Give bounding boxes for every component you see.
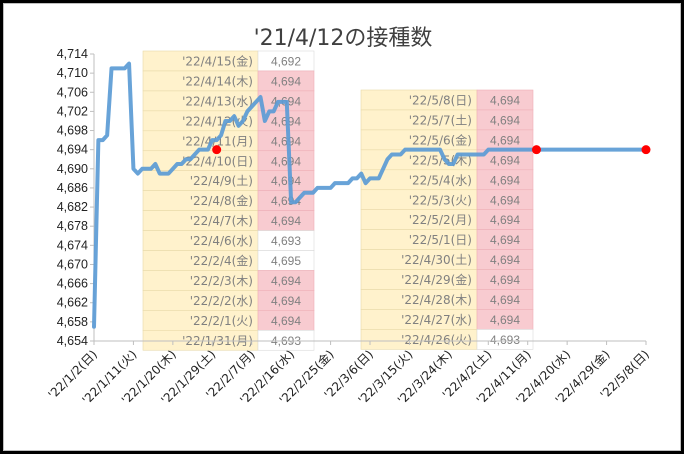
y-tick-label: 4,686 bbox=[57, 181, 88, 195]
table-value-label: 4,694 bbox=[490, 213, 520, 227]
data-point-marker bbox=[641, 145, 651, 155]
y-tick-label: 4,694 bbox=[57, 143, 88, 157]
table-date-label: '22/4/15(金) bbox=[182, 54, 253, 69]
table-date-label: '22/2/1(火) bbox=[190, 314, 253, 328]
table-value-label: 4,694 bbox=[271, 74, 301, 88]
y-tick-label: 4,706 bbox=[57, 85, 88, 99]
table-date-label: '22/4/6(水) bbox=[190, 234, 253, 248]
data-point-marker bbox=[531, 145, 541, 155]
table-value-label: 4,693 bbox=[271, 234, 301, 248]
series-layer bbox=[92, 61, 651, 329]
axes: 4,654 4,658 4,662 4,666 4,670 4,674 4,678 4,682… bbox=[45, 47, 652, 407]
table-date-label: '22/5/1(日) bbox=[409, 233, 472, 247]
table-value-label: 4,693 bbox=[490, 333, 520, 347]
table-value-label: 4,694 bbox=[490, 273, 520, 287]
table-date-label: '22/5/8(日) bbox=[409, 94, 472, 108]
table-date-label: '22/5/6(金) bbox=[409, 132, 472, 147]
table-value-label: 4,694 bbox=[271, 294, 301, 308]
table-date-label: '22/4/8(金) bbox=[190, 193, 253, 208]
table-value-label: 4,694 bbox=[490, 313, 520, 327]
y-tick-label: 4,670 bbox=[57, 257, 88, 271]
table-value-label: 4,694 bbox=[490, 94, 520, 108]
overlay-tables: '22/4/15(金) 4,692 '22/4/14(木) 4,694 '22/4/13… bbox=[142, 50, 534, 351]
y-tick-label: 4,678 bbox=[57, 219, 88, 233]
table-value-label: 4,694 bbox=[271, 274, 301, 288]
table-value-label: 4,694 bbox=[490, 113, 520, 127]
y-tick-label: 4,666 bbox=[57, 277, 88, 291]
table-value-label: 4,694 bbox=[490, 193, 520, 207]
table-date-label: '22/4/10(日) bbox=[182, 154, 253, 168]
table-date-label: '22/5/2(月) bbox=[409, 213, 472, 227]
y-tick-label: 4,710 bbox=[57, 66, 88, 80]
y-tick-label: 4,662 bbox=[57, 296, 88, 310]
table-date-label: '22/4/29(金) bbox=[401, 272, 472, 287]
table-date-label: '22/4/14(木) bbox=[182, 74, 253, 88]
table-date-label: '22/4/7(木) bbox=[190, 214, 253, 228]
table-date-label: '22/4/28(木) bbox=[401, 293, 472, 307]
table-value-label: 4,694 bbox=[490, 173, 520, 187]
table-date-label: '22/4/13(水) bbox=[182, 94, 253, 108]
table-value-label: 4,694 bbox=[490, 153, 520, 167]
y-tick-label: 4,658 bbox=[57, 315, 88, 329]
table-date-label: '22/4/27(水) bbox=[401, 313, 472, 327]
table-value-label: 4,694 bbox=[271, 194, 301, 208]
table-date-label: '22/5/7(土) bbox=[409, 113, 472, 127]
overlay-table-1: '22/4/15(金) 4,692 '22/4/14(木) 4,694 '22/4/13… bbox=[142, 50, 315, 351]
table-value-label: 4,694 bbox=[490, 233, 520, 247]
y-tick-label: 4,714 bbox=[57, 47, 88, 61]
y-tick-label: 4,674 bbox=[57, 238, 88, 252]
table-value-label: 4,694 bbox=[490, 293, 520, 307]
table-value-cell bbox=[257, 329, 315, 351]
table-value-label: 4,694 bbox=[271, 174, 301, 188]
y-tick-label: 4,654 bbox=[57, 334, 88, 348]
table-value-label: 4,694 bbox=[271, 314, 301, 328]
table-date-label: '22/5/4(水) bbox=[409, 173, 472, 187]
table-value-label: 4,694 bbox=[271, 214, 301, 228]
table-value-cell bbox=[476, 329, 534, 350]
table-date-label: '22/2/4(金) bbox=[190, 253, 253, 268]
table-value-label: 4,694 bbox=[271, 134, 301, 148]
table-date-label: '22/4/30(土) bbox=[401, 253, 472, 267]
series-line-1 bbox=[92, 61, 648, 329]
y-tick-label: 4,682 bbox=[57, 200, 88, 214]
chart-title: '21/4/12の接種数 bbox=[254, 26, 433, 51]
overlay-table-2: '22/5/8(日) 4,694 '22/5/7(土) 4,694 '22/5/6(金)… bbox=[360, 89, 534, 350]
table-value-label: 4,694 bbox=[490, 253, 520, 267]
data-point-marker bbox=[212, 145, 222, 155]
table-date-label: '22/5/3(火) bbox=[409, 193, 472, 207]
y-tick-label: 4,690 bbox=[57, 162, 88, 176]
table-date-label: '22/2/3(木) bbox=[190, 274, 253, 288]
table-value-label: 4,694 bbox=[271, 154, 301, 168]
table-date-label: '22/2/2(水) bbox=[190, 294, 253, 308]
table-value-label: 4,692 bbox=[271, 55, 301, 69]
y-tick-label: 4,698 bbox=[57, 124, 88, 138]
table-date-label: '22/4/9(土) bbox=[190, 174, 253, 188]
line-chart: '22/4/15(金) 4,692 '22/4/14(木) 4,694 '22/4/13… bbox=[45, 26, 652, 407]
y-tick-label: 4,702 bbox=[57, 104, 88, 118]
table-value-label: 4,695 bbox=[271, 254, 301, 268]
table-value-label: 4,694 bbox=[490, 133, 520, 147]
table-date-label: '22/4/26(火) bbox=[401, 333, 472, 347]
chart-frame: '22/4/15(金) 4,692 '22/4/14(木) 4,694 '22/4/13… bbox=[3, 3, 681, 451]
